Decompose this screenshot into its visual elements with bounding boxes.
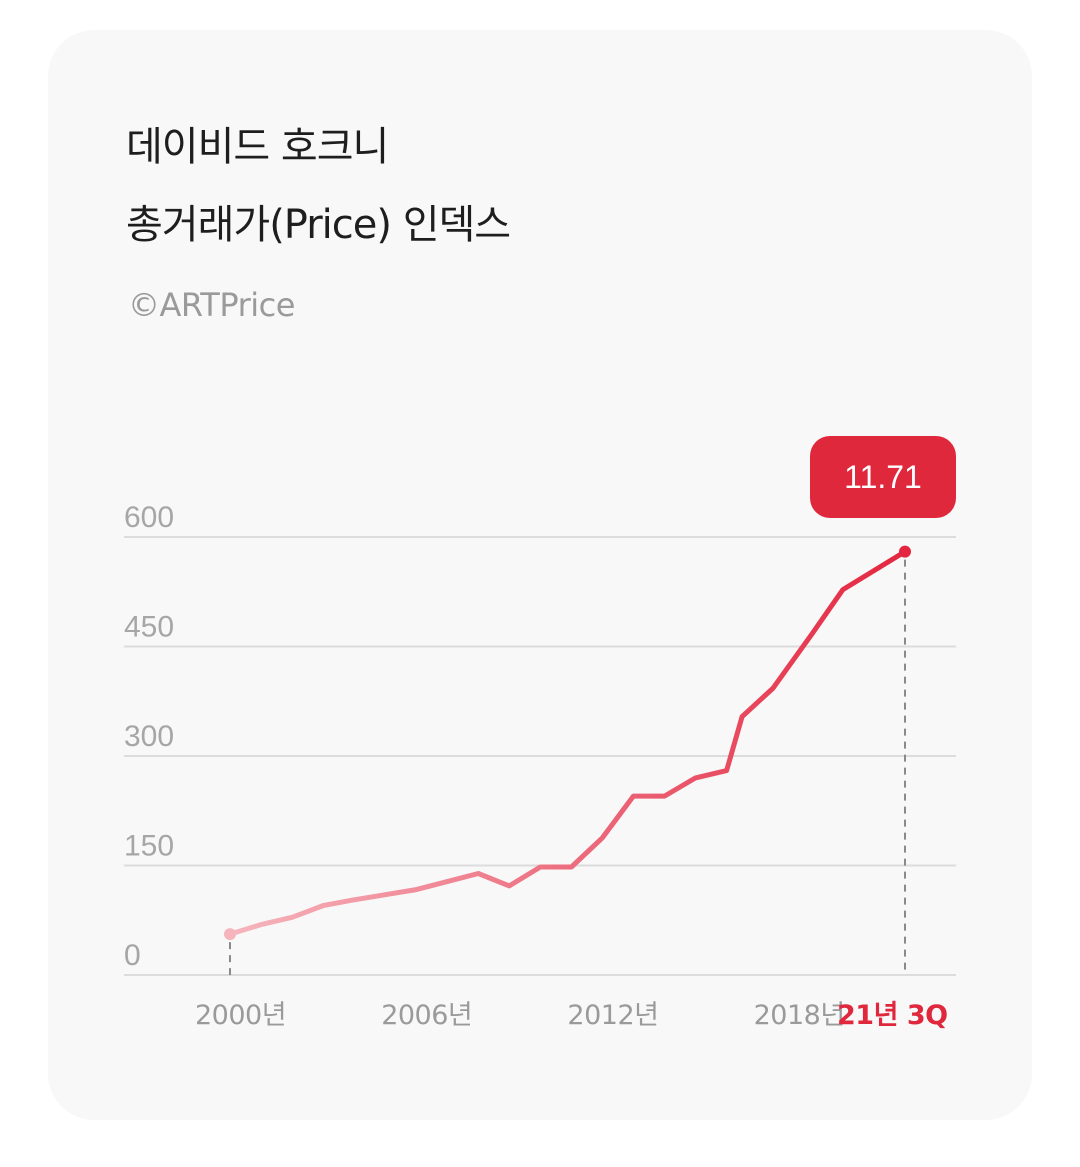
x-tick-label-0: 2000년 xyxy=(195,1000,286,1031)
value-callout-box xyxy=(810,436,956,518)
chart-title-line2: 총거래가(Price) 인덱스 xyxy=(126,202,511,248)
start-point xyxy=(224,928,236,941)
y-tick-label-300: 300 xyxy=(124,720,174,753)
x-tick-label-2: 2012년 xyxy=(567,1000,658,1031)
x-tick-label-3: 2018년 xyxy=(754,1000,845,1031)
series-line xyxy=(227,549,908,937)
chart-title: 데이비드 호크니 총거래가(Price) 인덱스 xyxy=(126,108,511,264)
y-tick-label-0: 0 xyxy=(124,939,141,972)
x-tick-label-1: 2006년 xyxy=(381,1000,472,1031)
y-tick-label-600: 600 xyxy=(124,501,174,534)
chart-title-line1: 데이비드 호크니 xyxy=(126,124,389,170)
y-tick-label-450: 450 xyxy=(124,611,174,644)
y-tick-label-150: 150 xyxy=(124,830,174,863)
x-tick-label-4: 21년 3Q xyxy=(837,1000,948,1031)
source-credit: ©ARTPrice xyxy=(128,286,295,324)
end-point xyxy=(899,545,911,558)
value-callout-text: 11.71 xyxy=(844,459,922,495)
